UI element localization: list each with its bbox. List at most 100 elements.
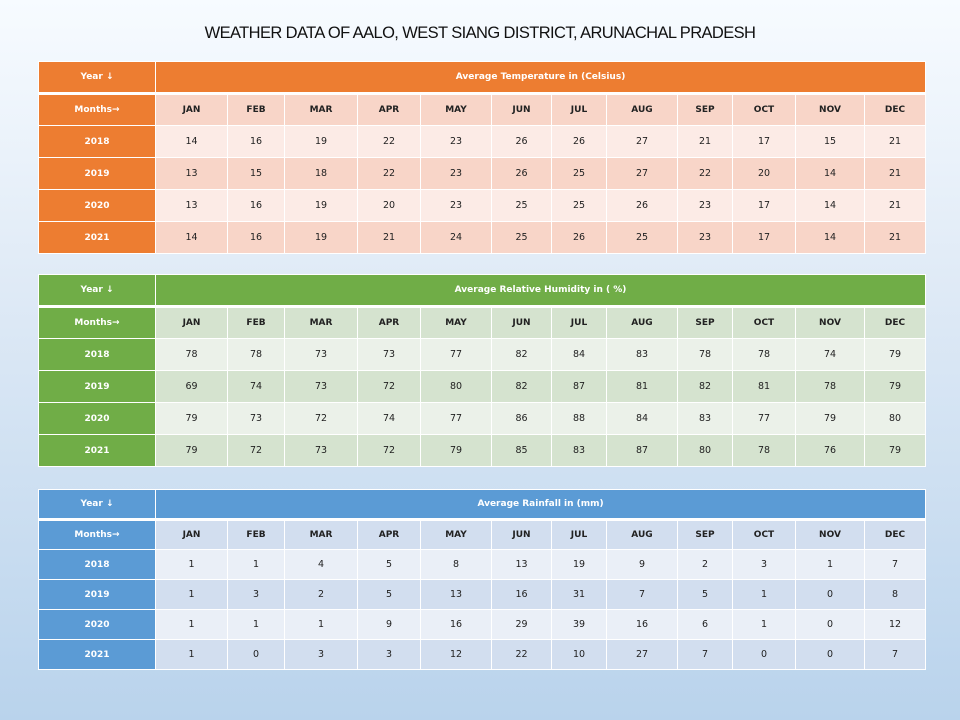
value-cell: 25 [551, 157, 607, 190]
value-cell: 16 [491, 579, 552, 610]
value-cell: 16 [227, 221, 285, 254]
year-cell: 2018 [38, 549, 156, 580]
value-cell: 74 [357, 402, 421, 435]
value-cell: 13 [155, 189, 228, 222]
value-cell: 83 [606, 338, 678, 371]
month-header: FEB [227, 306, 285, 339]
value-cell: 22 [677, 157, 733, 190]
value-cell: 20 [357, 189, 421, 222]
value-cell: 80 [420, 370, 492, 403]
month-header: SEP [677, 306, 733, 339]
value-cell: 78 [732, 434, 796, 467]
table-row: 2021 79 72 73 72 79 85 83 87 80 78 76 79 [38, 434, 927, 467]
value-cell: 3 [732, 549, 796, 580]
value-cell: 26 [551, 221, 607, 254]
value-cell: 86 [491, 402, 552, 435]
month-header: OCT [732, 519, 796, 550]
month-header: APR [357, 306, 421, 339]
value-cell: 23 [677, 221, 733, 254]
value-cell: 19 [284, 189, 358, 222]
table-row: 2020 13 16 19 20 23 25 25 26 23 17 14 21 [38, 189, 927, 222]
value-cell: 25 [491, 189, 552, 222]
month-header: NOV [795, 519, 865, 550]
value-cell: 1 [732, 609, 796, 640]
value-cell: 77 [420, 338, 492, 371]
value-cell: 5 [357, 549, 421, 580]
value-cell: 3 [227, 579, 285, 610]
year-cell: 2019 [38, 157, 156, 190]
value-cell: 82 [491, 370, 552, 403]
value-cell: 82 [677, 370, 733, 403]
value-cell: 73 [357, 338, 421, 371]
month-header: OCT [732, 93, 796, 126]
value-cell: 23 [420, 125, 492, 158]
month-header: JUN [491, 519, 552, 550]
value-cell: 17 [732, 189, 796, 222]
year-cell: 2019 [38, 579, 156, 610]
value-cell: 6 [677, 609, 733, 640]
value-cell: 8 [863, 579, 927, 610]
year-header: Year ↓ [38, 489, 156, 521]
value-cell: 5 [677, 579, 733, 610]
value-cell: 7 [863, 549, 927, 580]
value-cell: 14 [155, 221, 228, 254]
value-cell: 12 [420, 639, 492, 670]
value-cell: 79 [155, 402, 228, 435]
value-cell: 74 [795, 338, 865, 371]
value-cell: 23 [420, 157, 492, 190]
value-cell: 22 [357, 125, 421, 158]
year-cell: 2019 [38, 370, 156, 403]
value-cell: 0 [795, 579, 865, 610]
year-cell: 2020 [38, 402, 156, 435]
value-cell: 17 [732, 125, 796, 158]
month-header: DEC [863, 519, 927, 550]
value-cell: 72 [357, 370, 421, 403]
month-header: AUG [606, 93, 678, 126]
value-cell: 22 [357, 157, 421, 190]
value-cell: 87 [606, 434, 678, 467]
year-header: Year ↓ [38, 61, 156, 95]
month-header: NOV [795, 93, 865, 126]
value-cell: 72 [284, 402, 358, 435]
value-cell: 2 [284, 579, 358, 610]
value-cell: 84 [606, 402, 678, 435]
value-cell: 87 [551, 370, 607, 403]
value-cell: 1 [732, 579, 796, 610]
month-header: SEP [677, 93, 733, 126]
months-header: Months→ [38, 93, 156, 126]
value-cell: 88 [551, 402, 607, 435]
month-header: FEB [227, 519, 285, 550]
value-cell: 2 [677, 549, 733, 580]
table-row: 2018 78 78 73 73 77 82 84 83 78 78 74 79 [38, 338, 927, 371]
year-header: Year ↓ [38, 274, 156, 308]
value-cell: 1 [155, 609, 228, 640]
year-cell: 2020 [38, 189, 156, 222]
value-cell: 0 [795, 609, 865, 640]
month-header: MAR [284, 93, 358, 126]
value-cell: 83 [551, 434, 607, 467]
value-cell: 13 [155, 157, 228, 190]
value-cell: 14 [795, 189, 865, 222]
value-cell: 80 [863, 402, 927, 435]
month-header: OCT [732, 306, 796, 339]
value-cell: 74 [227, 370, 285, 403]
value-cell: 72 [227, 434, 285, 467]
value-cell: 16 [606, 609, 678, 640]
month-header: JUN [491, 306, 552, 339]
value-cell: 19 [284, 125, 358, 158]
value-cell: 72 [357, 434, 421, 467]
month-header: SEP [677, 519, 733, 550]
value-cell: 79 [795, 402, 865, 435]
value-cell: 12 [863, 609, 927, 640]
value-cell: 1 [227, 609, 285, 640]
month-header: DEC [863, 306, 927, 339]
value-cell: 14 [795, 221, 865, 254]
value-cell: 7 [606, 579, 678, 610]
value-cell: 78 [795, 370, 865, 403]
month-header: JUL [551, 519, 607, 550]
table-row: 2019 1 3 2 5 13 16 31 7 5 1 0 8 [38, 579, 927, 610]
value-cell: 14 [795, 157, 865, 190]
month-header: APR [357, 519, 421, 550]
value-cell: 77 [732, 402, 796, 435]
month-header: JUN [491, 93, 552, 126]
